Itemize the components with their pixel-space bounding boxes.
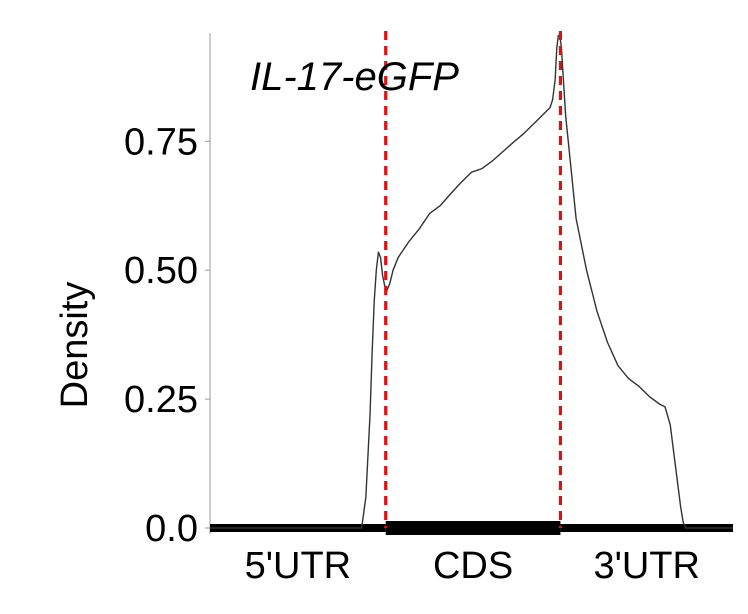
y-tick-label: 0.75 [124,121,198,163]
axis-layer [205,33,211,534]
chart-title: IL-17-eGFP [250,55,459,99]
region-label: CDS [433,545,513,587]
series-layer [210,34,733,529]
density-line [210,34,733,529]
cds-bar [385,521,561,535]
utr-bar [560,524,733,532]
boundaries-layer [384,31,563,528]
y-tick-label: 0.0 [145,508,198,550]
labels-layer: 0.0 0.25 0.50 0.75 5'UTR CDS 3'UTR [124,121,700,587]
y-axis-label: Density [54,282,96,409]
region-label: 5'UTR [245,545,352,587]
y-tick-label: 0.50 [124,250,198,292]
region-label: 3'UTR [593,545,700,587]
y-tick-label: 0.25 [124,379,198,421]
